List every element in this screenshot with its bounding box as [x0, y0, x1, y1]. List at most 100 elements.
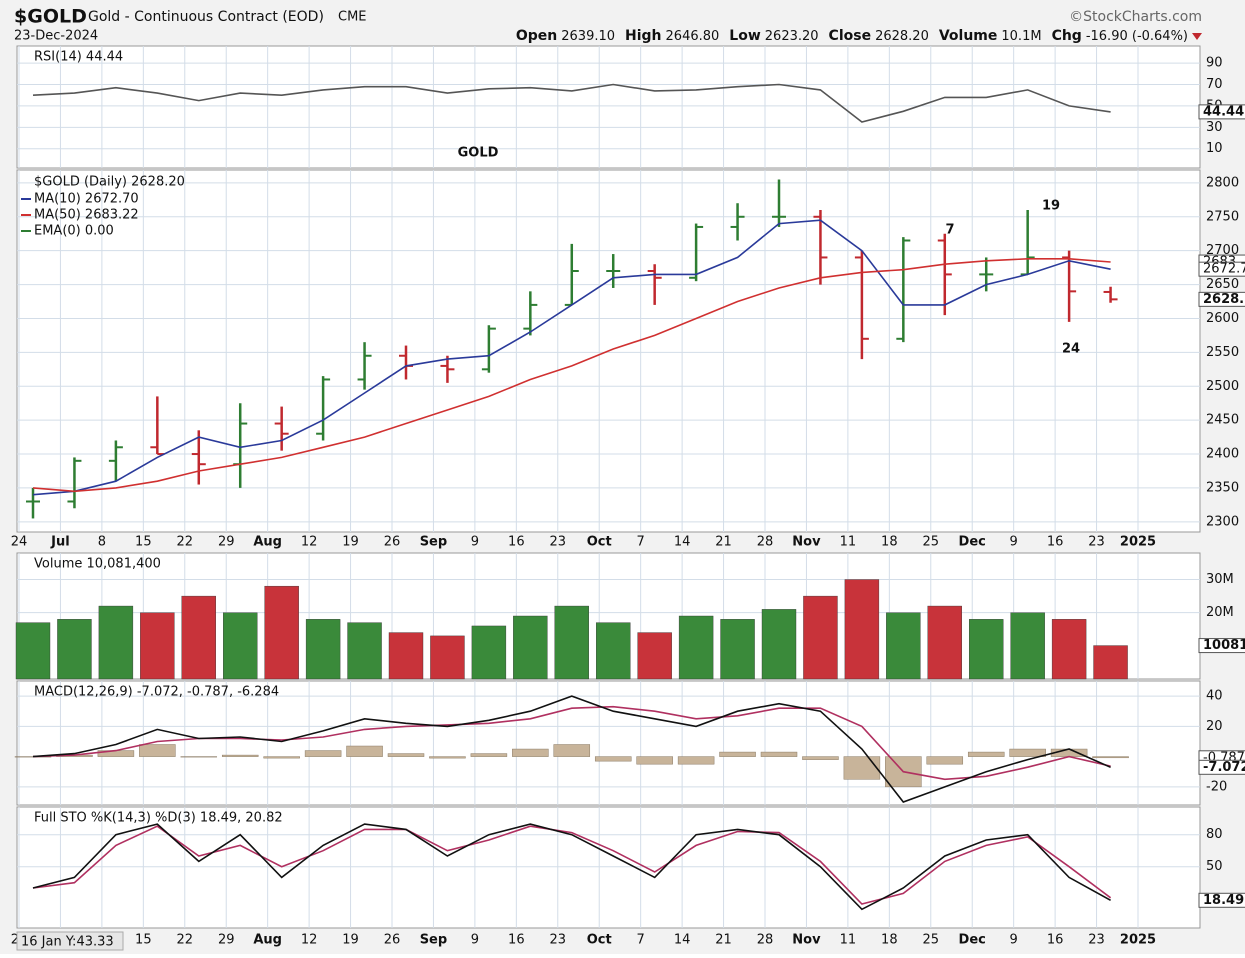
annotation: 7 — [945, 223, 954, 238]
x-tick-label: 22 — [177, 535, 194, 550]
volume-bar — [513, 615, 548, 680]
y-tick-label: 80 — [1206, 827, 1223, 842]
volume-bar — [720, 619, 755, 680]
x-tick-label: 11 — [840, 535, 857, 550]
value-box: -7.072 — [1198, 759, 1245, 775]
x-tick-label: Dec — [959, 535, 986, 550]
value-box-label: 10081400 — [1203, 638, 1245, 653]
volume-bar — [554, 605, 589, 680]
stat-label: Open — [516, 28, 557, 44]
histogram-bar — [470, 753, 508, 757]
volume-bar — [181, 595, 216, 680]
histogram-bar — [180, 756, 218, 758]
x-tick-label: 28 — [757, 933, 774, 948]
x-tick-label: 18 — [881, 535, 898, 550]
stat-value: 2646.80 — [666, 29, 720, 44]
cursor-label: 16 Jan Y:43.33 — [21, 935, 114, 950]
volume-bar — [1051, 619, 1087, 680]
value-box-label: 2672.7 — [1203, 262, 1245, 277]
instrument-name: Gold - Continuous Contract (EOD) — [88, 9, 324, 25]
volume-bar — [1010, 612, 1045, 680]
stat-label: Low — [729, 28, 761, 44]
volume-bar — [305, 619, 341, 680]
panel — [16, 806, 1201, 929]
legend: EMA(0) 0.00 — [34, 224, 114, 239]
value-box-bg — [1198, 104, 1245, 120]
stat-label: Volume — [939, 28, 998, 44]
y-tick-label: 2350 — [1206, 480, 1239, 495]
x-tick-label: 26 — [384, 933, 401, 948]
x-tick-label: 23 — [1088, 535, 1105, 550]
series-line — [32, 695, 1111, 803]
value-box: 10081400 — [1198, 638, 1245, 654]
volume-bar — [15, 622, 51, 680]
x-tick-label: Jul — [50, 535, 70, 550]
stat-value: -16.90 (-0.64%) — [1086, 29, 1188, 44]
symbol: $GOLD — [14, 6, 87, 28]
histogram-bar — [139, 744, 176, 757]
x-tick-label: 14 — [674, 535, 691, 550]
series-line — [32, 83, 1111, 123]
y-tick-label: 20 — [1206, 719, 1223, 734]
stat-label: Close — [829, 28, 872, 44]
y-tick-label: 2300 — [1206, 514, 1239, 529]
x-tick-label: 19 — [342, 933, 359, 948]
x-tick-label: 15 — [135, 535, 152, 550]
histogram-bar — [387, 753, 425, 757]
y-tick-label: 2700 — [1206, 243, 1239, 258]
histogram-bar — [553, 744, 591, 757]
y-tick-label: 2400 — [1206, 447, 1239, 462]
volume-bar — [637, 632, 672, 680]
volume-bar — [761, 609, 797, 680]
volume-bar — [1093, 645, 1128, 680]
legend: MA(50) 2683.22 — [34, 208, 139, 223]
y-tick-label: 2650 — [1206, 277, 1239, 292]
x-tick-label: 28 — [757, 535, 774, 550]
volume-bar — [223, 612, 258, 680]
histogram-bar — [967, 751, 1005, 757]
histogram-bar — [760, 751, 798, 757]
legend: MA(10) 2672.70 — [34, 192, 139, 207]
x-tick-label: 9 — [471, 933, 479, 948]
legend: $GOLD (Daily) 2628.20 — [34, 175, 185, 190]
x-tick-label: 19 — [342, 535, 359, 550]
cursor-box — [16, 931, 124, 951]
legend: RSI(14) 44.44 — [34, 50, 123, 65]
value-box-bg — [1198, 759, 1245, 775]
x-tick-label: 12 — [301, 535, 318, 550]
value-box: 18.49 — [1198, 892, 1245, 908]
x-tick-label: 29 — [218, 933, 235, 948]
annotation: 19 — [1042, 199, 1060, 214]
x-tick-label: 16 — [1047, 535, 1064, 550]
volume-bar — [678, 615, 714, 680]
histogram-bar — [346, 745, 383, 757]
x-tick-label: Sep — [420, 933, 448, 948]
value-box: 2672.7 — [1198, 261, 1245, 277]
histogram-bar — [512, 748, 549, 757]
x-tick-label: 23 — [550, 535, 567, 550]
histogram-bar — [677, 756, 715, 765]
histogram-bar — [1009, 748, 1046, 757]
stat-label: High — [625, 28, 662, 44]
histogram-bar — [221, 754, 259, 757]
histogram-bar — [594, 756, 632, 762]
volume-bar — [264, 585, 299, 680]
y-tick-label: 10 — [1206, 141, 1223, 156]
x-tick-label: 11 — [840, 933, 857, 948]
x-tick-label: 14 — [674, 933, 691, 948]
x-tick-label: 9 — [471, 535, 479, 550]
volume-bar — [596, 622, 631, 680]
x-tick-label: Nov — [792, 933, 821, 948]
y-tick-label: 2750 — [1206, 209, 1239, 224]
stat-label: Chg — [1052, 28, 1082, 44]
legend: MACD(12,26,9) -7.072, -0.787, -6.284 — [34, 685, 279, 700]
y-tick-label: 2600 — [1206, 311, 1239, 326]
histogram-bar — [429, 756, 466, 759]
y-tick-label: 30 — [1206, 120, 1223, 135]
histogram-bar — [263, 756, 300, 759]
volume-bar — [98, 605, 134, 680]
histogram-bar — [802, 756, 839, 760]
histogram-bar — [304, 750, 342, 757]
x-tick-label: Aug — [253, 933, 282, 948]
